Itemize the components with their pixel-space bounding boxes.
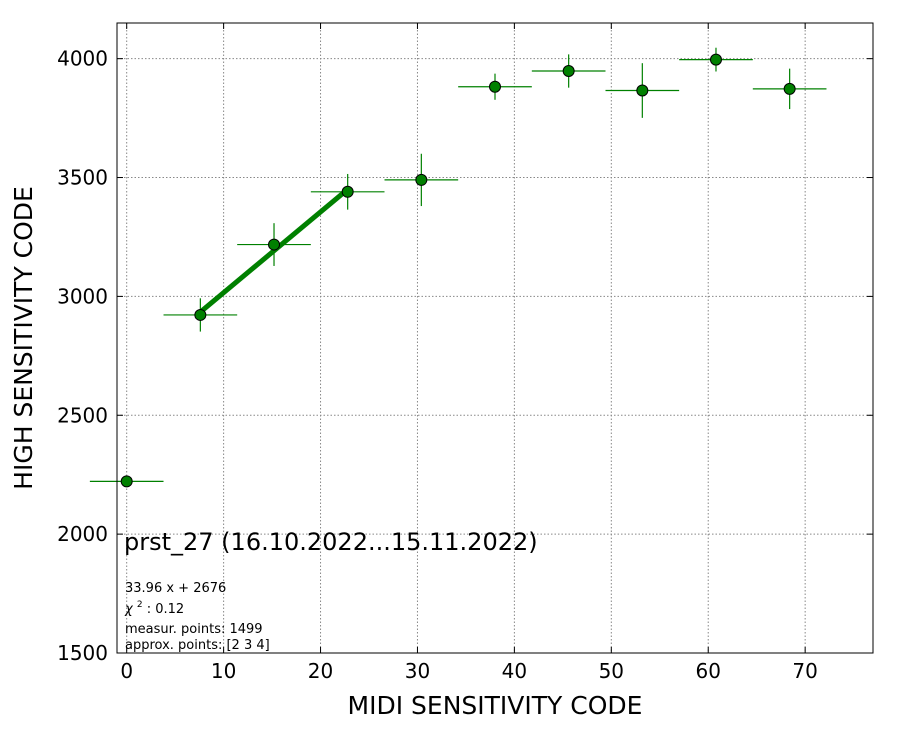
point-marker [415, 173, 428, 186]
chi2-symbol: χ [124, 602, 134, 617]
data-points [89, 47, 827, 488]
x-tick-label: 10 [211, 659, 236, 683]
data-point [237, 223, 311, 266]
point-marker [120, 475, 133, 488]
x-tick-label: 50 [599, 659, 624, 683]
annotation-chi2: χ 2 : 0.12 [124, 596, 184, 617]
grid-lines [117, 23, 873, 654]
axis-ticks: 0 10 20 30 40 50 60 70 1500 2000 2500 3000 3500 4000 [57, 23, 873, 683]
x-tick-label: 60 [696, 659, 721, 683]
point-marker [783, 82, 796, 95]
data-point [458, 73, 532, 100]
y-tick-label: 2000 [57, 522, 108, 546]
annotation-title: prst_27 (16.10.2022...15.11.2022) [124, 528, 538, 556]
point-marker [636, 84, 649, 97]
data-point [531, 54, 606, 88]
chi2-superscript: 2 [137, 600, 143, 610]
annotation-equation: 33.96 x + 2676 [125, 581, 226, 596]
point-marker [489, 80, 501, 93]
data-point [89, 475, 164, 488]
y-tick-label: 3000 [57, 284, 108, 308]
y-tick-label: 3500 [57, 166, 108, 190]
x-tick-label: 0 [120, 659, 133, 683]
data-point [384, 153, 459, 207]
y-tick-label: 1500 [57, 641, 108, 665]
x-tick-label: 40 [502, 659, 527, 683]
y-tick-label: 4000 [57, 47, 108, 71]
x-tick-label: 20 [308, 659, 333, 683]
plot-frame [116, 22, 874, 654]
point-marker [268, 238, 281, 251]
data-point [310, 173, 385, 210]
y-tick-label: 2500 [57, 403, 108, 427]
data-point [679, 47, 753, 72]
point-marker [709, 53, 722, 66]
annotation-approx-points: approx. points: [2 3 4] [125, 638, 270, 653]
x-axis-title: MIDI SENSITIVITY CODE [348, 691, 643, 720]
data-point [605, 63, 680, 118]
data-point [163, 298, 238, 332]
data-point [752, 68, 827, 110]
point-marker [562, 65, 575, 78]
x-tick-label: 70 [792, 659, 817, 683]
point-marker [194, 308, 207, 321]
y-axis-title: HIGH SENSITIVITY CODE [9, 186, 38, 490]
x-tick-label: 30 [405, 659, 430, 683]
chi2-value: : 0.12 [147, 602, 184, 617]
point-marker [341, 185, 354, 198]
annotation-measur-points: measur. points: 1499 [125, 622, 263, 637]
